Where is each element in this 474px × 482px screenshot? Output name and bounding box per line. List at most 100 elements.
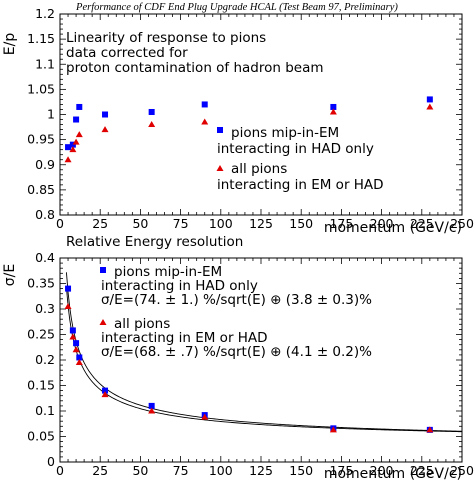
- legend-square-marker: [100, 267, 106, 273]
- linearity-y-tick-label: 0.85: [27, 182, 55, 197]
- resolution-point-all: [201, 413, 209, 420]
- linearity-point-all: [426, 103, 434, 110]
- resolution-fit-curve-mip: [65, 272, 463, 432]
- linearity-point-mip: [65, 144, 72, 151]
- linearity-x-axis-label: momentum (GeV/c): [324, 220, 462, 236]
- resolution-point-all: [329, 426, 337, 433]
- resolution-x-tick-label: 175: [329, 463, 353, 478]
- resolution-point-all: [426, 426, 434, 433]
- linearity-point-all: [72, 138, 80, 145]
- resolution-y-tick-label: 0: [47, 454, 55, 469]
- linearity-x-tick-label: 125: [249, 216, 273, 231]
- linearity-x-tick-label: 200: [370, 216, 394, 231]
- resolution-point-mip: [69, 327, 76, 334]
- resolution-y-tick-label: 0.3: [35, 301, 55, 316]
- linearity-y-tick-label: 1.15: [27, 31, 55, 46]
- linearity-annotation-line-2: data corrected for: [66, 45, 188, 61]
- resolution-x-tick-label: 200: [370, 463, 394, 478]
- linearity-point-mip: [73, 116, 80, 123]
- figure-title: Performance of CDF End Plug Upgrade HCAL…: [75, 2, 398, 13]
- resolution-point-mip: [148, 402, 155, 409]
- linearity-x-tick-label: 100: [209, 216, 233, 231]
- linearity-y-tick-label: 1: [47, 107, 55, 122]
- resolution-y-tick-label: 0.35: [27, 276, 55, 291]
- resolution-y-tick-label: 0.1: [35, 403, 55, 418]
- linearity-y-tick-label: 1.1: [35, 56, 55, 71]
- resolution-x-tick-label: 100: [209, 463, 233, 478]
- linearity-point-all: [75, 131, 83, 138]
- linearity-y-tick-label: 0.95: [27, 132, 55, 147]
- linearity-legend: pions mip-in-EM interacting in HAD only …: [216, 125, 384, 193]
- linearity-point-mip: [102, 111, 109, 118]
- resolution-point-all: [69, 333, 77, 340]
- linearity-y-tick-label: 0.8: [35, 207, 55, 222]
- linearity-annotation-line-1: Linearity of response to pions: [66, 30, 266, 46]
- resolution-point-mip: [65, 285, 72, 292]
- linearity-y-axis-label: E/p: [2, 33, 18, 56]
- resolution-point-all: [101, 391, 109, 398]
- linearity-point-mip: [201, 101, 208, 108]
- resolution-x-tick-label: 250: [450, 463, 474, 478]
- legend-triangle-marker: [99, 319, 107, 325]
- linearity-point-mip: [148, 108, 155, 115]
- resolution-legend-blue-line-1: pions mip-in-EM: [114, 264, 222, 280]
- resolution-point-all: [64, 302, 72, 309]
- linearity-point-all: [69, 146, 77, 153]
- resolution-x-axis-label: momentum (GeV/c): [324, 466, 462, 482]
- linearity-x-tick-label: 250: [450, 216, 474, 231]
- linearity-point-all: [148, 121, 156, 128]
- linearity-point-mip: [426, 96, 433, 103]
- linearity-legend-blue-line-2: interacting in HAD only: [217, 141, 374, 157]
- resolution-point-all: [75, 359, 83, 366]
- resolution-x-tick-label: 75: [173, 463, 189, 478]
- linearity-x-tick-label: 0: [56, 216, 64, 231]
- linearity-point-all: [201, 118, 209, 125]
- resolution-legend-blue-line-2: interacting in HAD only: [101, 278, 258, 294]
- linearity-x-tick-label: 150: [289, 216, 313, 231]
- resolution-point-all: [72, 346, 80, 353]
- linearity-legend-red-line-1: all pions: [231, 161, 287, 177]
- linearity-legend-blue-line-1: pions mip-in-EM: [231, 125, 339, 141]
- resolution-y-tick-label: 0.15: [27, 378, 55, 393]
- resolution-title: Relative Energy resolution: [66, 234, 243, 250]
- linearity-x-tick-label: 25: [92, 216, 108, 231]
- resolution-y-tick-label: 0.4: [35, 250, 55, 265]
- linearity-point-mip: [69, 141, 76, 148]
- linearity-point-mip: [76, 103, 83, 110]
- linearity-x-tick-label: 225: [410, 216, 434, 231]
- resolution-point-mip: [73, 340, 80, 347]
- legend-triangle-marker: [216, 165, 224, 171]
- resolution-point-mip: [102, 387, 109, 394]
- resolution-x-tick-label: 50: [132, 463, 148, 478]
- resolution-legend: pions mip-in-EM interacting in HAD only …: [99, 264, 372, 360]
- resolution-fit-curve-all: [65, 287, 463, 433]
- linearity-x-tick-label: 75: [173, 216, 189, 231]
- resolution-point-mip: [76, 354, 83, 361]
- resolution-y-tick-label: 0.05: [27, 429, 55, 444]
- resolution-x-tick-label: 0: [56, 463, 64, 478]
- linearity-annotation-line-3: proton contamination of hadron beam: [66, 60, 324, 76]
- resolution-y-axis-label: σ/E: [2, 264, 18, 286]
- linearity-point-all: [64, 156, 72, 163]
- linearity-point-all: [101, 126, 109, 133]
- linearity-x-tick-label: 175: [329, 216, 353, 231]
- resolution-x-tick-label: 225: [410, 463, 434, 478]
- legend-square-marker: [217, 127, 223, 133]
- resolution-legend-red-line-2: interacting in EM or HAD: [101, 330, 268, 346]
- resolution-x-tick-label: 25: [92, 463, 108, 478]
- resolution-x-tick-label: 125: [249, 463, 273, 478]
- linearity-x-tick-label: 50: [132, 216, 148, 231]
- linearity-y-tick-label: 1.2: [35, 6, 55, 21]
- resolution-legend-red-line-1: all pions: [114, 316, 170, 332]
- resolution-x-tick-label: 150: [289, 463, 313, 478]
- linearity-panel: Linearity of response to pions data corr…: [2, 6, 474, 236]
- linearity-point-all: [329, 108, 337, 115]
- resolution-y-tick-label: 0.2: [35, 352, 55, 367]
- resolution-fit-label-red: σ/E=(68. ± .7) %/sqrt(E) ⊕ (4.1 ± 0.2)%: [101, 344, 372, 360]
- resolution-y-tick-label: 0.25: [27, 327, 55, 342]
- resolution-fit-label-blue: σ/E=(74. ± 1.) %/sqrt(E) ⊕ (3.8 ± 0.3)%: [101, 292, 372, 308]
- linearity-y-tick-label: 1.05: [27, 81, 55, 96]
- linearity-legend-red-line-2: interacting in EM or HAD: [217, 177, 384, 193]
- resolution-panel: Relative Energy resolution σ/E momentum …: [2, 234, 474, 482]
